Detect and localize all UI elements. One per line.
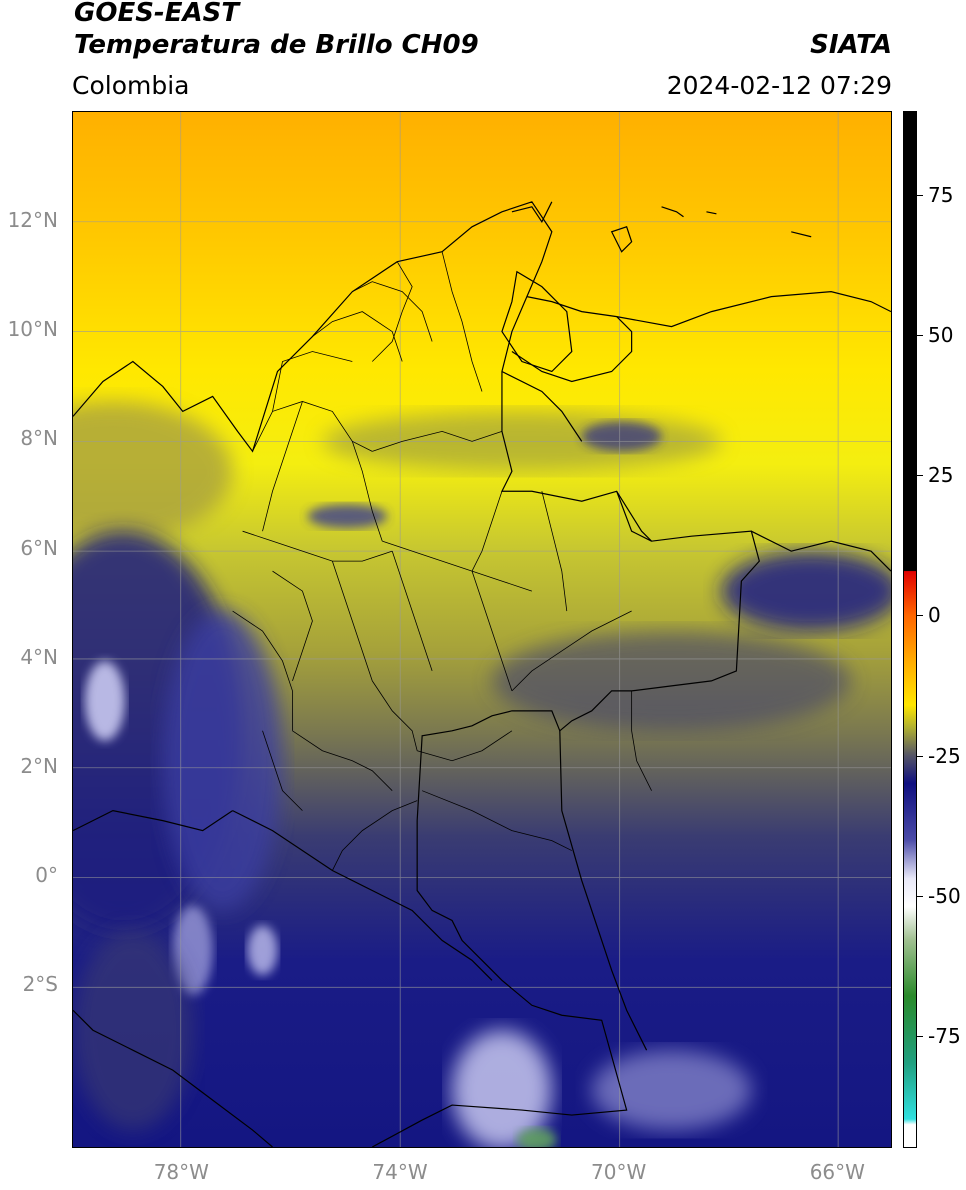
satellite-map	[72, 111, 892, 1148]
map-canvas	[73, 112, 891, 1147]
longitude-label: 70°W	[591, 1160, 647, 1184]
colorbar-tick-label: 75	[928, 183, 954, 208]
colorbar-tick	[917, 1035, 923, 1037]
latitude-label: 12°N	[7, 208, 58, 233]
colorbar-tick-label: -25	[928, 743, 961, 768]
region-name: Colombia	[72, 71, 190, 100]
product-name: Temperatura de Brillo CH09	[74, 30, 479, 60]
colorbar-tick	[917, 895, 923, 897]
longitude-label: 74°W	[372, 1160, 428, 1184]
timestamp: 2024-02-12 07:29	[666, 71, 892, 100]
latitude-label: 2°N	[20, 753, 58, 778]
colorbar-tick-label: -75	[928, 1023, 961, 1048]
latitude-label: 2°S	[22, 972, 58, 997]
colorbar-tick	[917, 195, 923, 197]
longitude-label: 78°W	[153, 1160, 209, 1184]
country-boundaries	[73, 201, 891, 1147]
colorbar-tick	[917, 755, 923, 757]
colorbar-tick-label: 25	[928, 463, 954, 488]
colorbar	[903, 111, 917, 1148]
product-source: GOES-EAST	[74, 0, 240, 28]
colorbar-tick	[917, 335, 923, 337]
latitude-label: 10°N	[7, 317, 58, 342]
latitude-label: 0°	[35, 863, 58, 888]
colorbar-tick-label: -50	[928, 883, 961, 908]
colorbar-tick-label: 0	[928, 603, 941, 628]
latitude-label: 4°N	[20, 644, 58, 669]
latitude-label: 6°N	[20, 535, 58, 560]
latitude-label: 8°N	[20, 426, 58, 451]
department-boundaries	[232, 251, 652, 871]
colorbar-tick	[917, 615, 923, 617]
agency-name: SIATA	[810, 30, 892, 60]
colorbar-tick-label: 50	[928, 323, 954, 348]
longitude-label: 66°W	[809, 1160, 865, 1184]
colorbar-tick	[917, 475, 923, 477]
